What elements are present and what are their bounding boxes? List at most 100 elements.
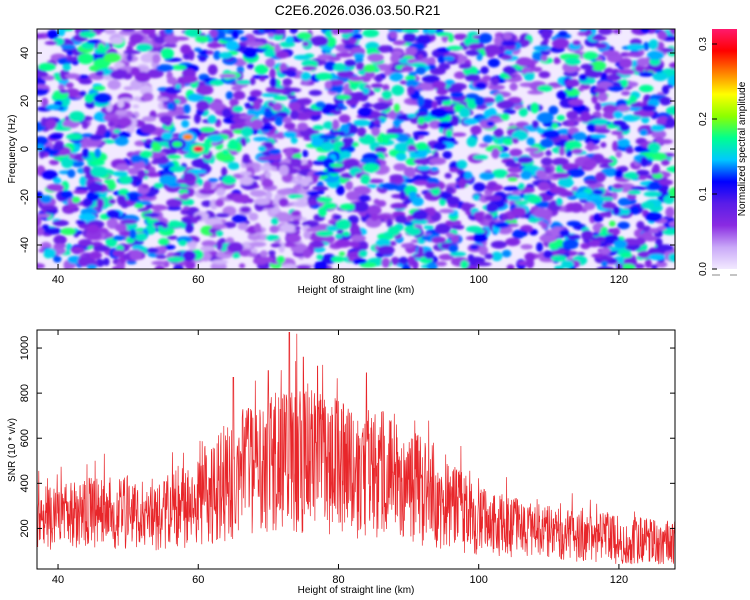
- heatmap-cell: [548, 105, 559, 115]
- heatmap-cell: [116, 194, 127, 206]
- heatmap-cell: [442, 151, 453, 159]
- heatmap-cell: [619, 58, 633, 69]
- heatmap-cell: [451, 132, 467, 137]
- heatmap-cell: [614, 239, 628, 249]
- heatmap-cell: [484, 213, 493, 220]
- heatmap-cell: [68, 203, 78, 210]
- heatmap-cell: [381, 90, 392, 100]
- heatmap-cell: [297, 32, 312, 40]
- heatmap-cell: [657, 225, 667, 231]
- heatmap-cell: [65, 243, 73, 251]
- heatmap-cell: [161, 223, 169, 229]
- heatmap-cell: [641, 104, 657, 112]
- heatmap-cell: [225, 40, 239, 51]
- heatmap-cell: [505, 173, 521, 179]
- x-tick-label: 80: [332, 574, 344, 586]
- heatmap-cell: [331, 29, 340, 35]
- heatmap-cell: [360, 158, 377, 164]
- heatmap-cell: [386, 128, 404, 135]
- heatmap-cell: [275, 50, 289, 59]
- heatmap-cell: [175, 83, 182, 90]
- heatmap-cell: [141, 116, 156, 122]
- heatmap-cell: [144, 139, 152, 145]
- heatmap-y-axis-label: Frequency (Hz): [7, 115, 18, 184]
- heatmap-cell: [182, 104, 191, 114]
- heatmap-cell: [200, 245, 216, 252]
- heatmap-cell: [377, 245, 395, 255]
- heatmap-cell: [130, 79, 143, 91]
- heatmap-cell: [475, 81, 487, 90]
- heatmap-cell: [158, 238, 170, 246]
- heatmap-cell: [74, 29, 81, 35]
- heatmap-cell: [94, 148, 101, 159]
- heatmap-cell: [61, 157, 74, 169]
- heatmap-cell: [355, 62, 365, 71]
- heatmap-cell: [222, 149, 230, 155]
- heatmap-cell: [651, 152, 667, 161]
- heatmap-cell: [113, 170, 129, 177]
- heatmap-cell: [416, 95, 425, 107]
- y-tick-label: 0: [19, 146, 31, 152]
- heatmap-cell: [445, 129, 453, 138]
- heatmap-cell: [641, 201, 655, 209]
- heatmap-cell: [611, 191, 618, 200]
- heatmap-cell: [468, 43, 484, 50]
- heatmap-cell: [121, 29, 136, 32]
- heatmap-cell: [507, 166, 523, 173]
- heatmap-cell: [447, 85, 463, 94]
- heatmap-cell: [415, 142, 428, 151]
- heatmap-cell: [351, 91, 368, 101]
- heatmap-cell: [353, 52, 365, 59]
- heatmap-cell: [395, 214, 408, 224]
- x-tick-label: 40: [52, 574, 64, 586]
- heatmap-cell: [548, 241, 560, 250]
- heatmap-cell: [269, 225, 280, 233]
- heatmap-cell: [611, 130, 623, 136]
- heatmap-cell: [473, 182, 486, 192]
- heatmap-cell: [333, 214, 342, 220]
- heatmap-cell: [358, 251, 368, 258]
- heatmap-cell: [338, 251, 346, 257]
- heatmap-cell: [446, 196, 460, 206]
- heatmap-cell: [431, 186, 441, 196]
- heatmap-cell: [520, 170, 532, 180]
- heatmap-cell: [137, 169, 146, 179]
- heatmap-cell: [408, 71, 418, 77]
- heatmap-cell: [453, 33, 469, 40]
- heatmap-x-axis-label: Height of straight line (km): [298, 285, 415, 296]
- heatmap-cell: [146, 247, 159, 254]
- heatmap-cell: [521, 39, 531, 46]
- heatmap-cell: [239, 171, 252, 176]
- heatmap-cell: [312, 124, 324, 131]
- heatmap-cell: [661, 85, 670, 95]
- heatmap-cell: [239, 263, 246, 269]
- heatmap-cell: [590, 60, 607, 71]
- heatmap-cell: [233, 90, 246, 100]
- heatmap-cell: [536, 242, 544, 253]
- heatmap-cell: [626, 43, 645, 51]
- heatmap-cell: [283, 116, 292, 124]
- heatmap-cell: [554, 265, 564, 269]
- heatmap-cell: [583, 202, 596, 211]
- heatmap-cell: [566, 168, 585, 178]
- heatmap-cell: [431, 100, 438, 109]
- heatmap-cell: [263, 141, 274, 149]
- heatmap-cell: [334, 239, 352, 248]
- heatmap-cell: [183, 205, 190, 210]
- heatmap-cell: [512, 129, 528, 141]
- heatmap-cell: [227, 242, 244, 253]
- heatmap-cell: [444, 172, 452, 179]
- heatmap-cell: [665, 206, 675, 218]
- heatmap-cell: [564, 53, 581, 59]
- heatmap-cell: [465, 73, 481, 82]
- heatmap-cell: [293, 54, 311, 61]
- heatmap-cell: [465, 49, 480, 56]
- heatmap-cell: [219, 73, 237, 78]
- heatmap-cell: [564, 57, 581, 66]
- colorbar-tick-label: 0.3: [698, 37, 709, 51]
- heatmap-cell: [186, 240, 198, 248]
- heatmap-cell: [239, 176, 254, 186]
- heatmap-cell: [478, 245, 489, 256]
- heatmap-cell: [590, 134, 607, 139]
